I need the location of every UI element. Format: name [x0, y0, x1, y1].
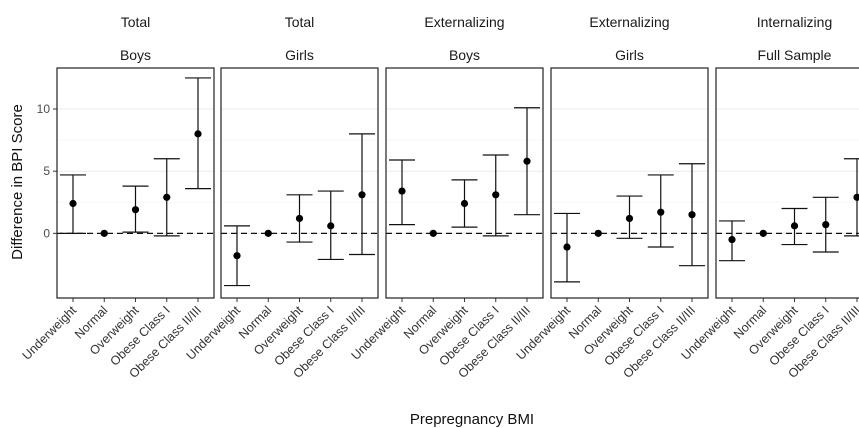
data-point: [822, 221, 830, 229]
panel-strip-bottom: Girls: [285, 47, 314, 63]
data-point: [131, 206, 140, 214]
y-tick-label: 5: [43, 164, 50, 178]
panel-strip-bottom: Full Sample: [758, 47, 832, 63]
data-point: [358, 191, 366, 199]
y-tick-label: 0: [43, 226, 50, 240]
y-axis-title: Difference in BPI Score: [9, 104, 26, 260]
data-point: [523, 157, 531, 165]
data-point: [460, 199, 469, 208]
data-point: [853, 193, 859, 201]
data-point: [295, 214, 304, 223]
data-point: [429, 229, 437, 237]
data-point: [759, 229, 767, 237]
data-point: [163, 193, 171, 201]
panel-strip-bottom: Girls: [615, 47, 644, 63]
data-point: [594, 229, 602, 237]
panel-strip-bottom: Boys: [120, 47, 151, 63]
panel-border: [550, 67, 709, 299]
data-point: [100, 229, 108, 237]
panel-border: [715, 67, 859, 299]
panel-strip-top: Total: [121, 14, 151, 30]
x-tick-label: Underweight: [20, 303, 80, 363]
panel-strip-bottom: Boys: [449, 47, 480, 63]
panel-border: [385, 67, 544, 299]
data-point: [563, 243, 571, 251]
data-point: [327, 222, 335, 230]
data-point: [398, 187, 406, 195]
data-point: [264, 229, 272, 237]
panel-strip-top: Externalizing: [589, 14, 669, 30]
data-point: [69, 199, 77, 208]
data-point: [657, 208, 665, 216]
data-point: [625, 214, 634, 223]
data-point: [688, 211, 696, 219]
panel-strip-top: Externalizing: [424, 14, 504, 30]
data-point: [194, 130, 202, 138]
data-point: [233, 252, 241, 260]
panel-border: [220, 67, 379, 299]
panel-1: TotalBoysUnderweightNormalOverweightObes…: [20, 14, 215, 381]
y-tick-label: 10: [37, 102, 51, 116]
data-point: [492, 191, 500, 199]
panel-strip-top: Internalizing: [757, 14, 833, 30]
data-point: [728, 235, 736, 244]
panel-border: [56, 67, 215, 299]
panel-2: TotalGirlsUnderweightNormalOverweightObe…: [184, 14, 379, 381]
x-axis-title: Prepregnancy BMI: [410, 411, 534, 428]
panel-strip-top: Total: [285, 14, 315, 30]
data-point: [790, 222, 799, 230]
